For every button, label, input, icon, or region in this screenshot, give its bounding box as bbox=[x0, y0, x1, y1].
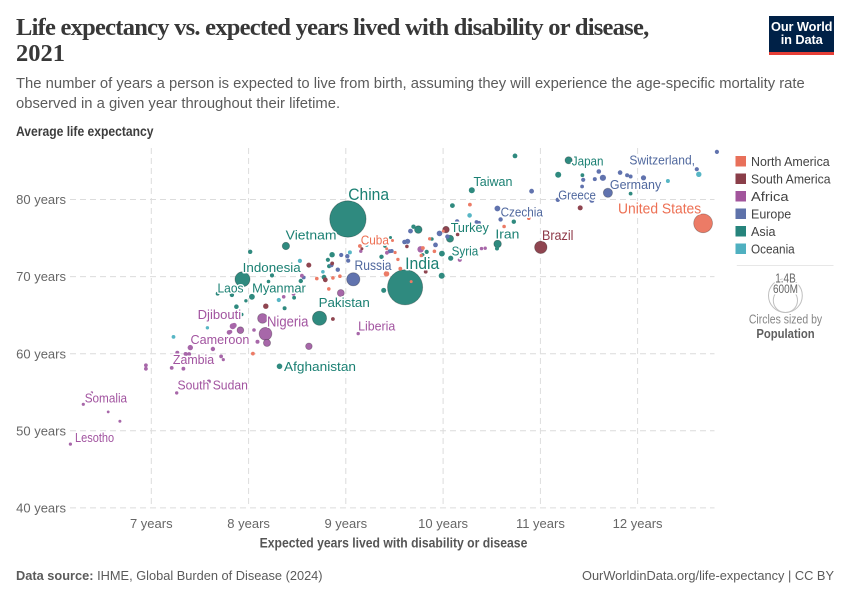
svg-text:Brazil: Brazil bbox=[542, 227, 573, 243]
svg-text:Pakistan: Pakistan bbox=[319, 295, 370, 310]
svg-text:Laos: Laos bbox=[218, 280, 244, 295]
svg-text:Cuba: Cuba bbox=[361, 233, 390, 248]
svg-text:8 years: 8 years bbox=[227, 516, 270, 531]
svg-text:Djibouti: Djibouti bbox=[198, 307, 242, 322]
svg-text:Asia: Asia bbox=[751, 224, 776, 239]
svg-text:Nigeria: Nigeria bbox=[267, 314, 309, 330]
svg-text:80 years: 80 years bbox=[16, 192, 66, 207]
svg-text:North America: North America bbox=[751, 154, 830, 169]
svg-text:Japan: Japan bbox=[572, 154, 604, 169]
svg-text:Europe: Europe bbox=[751, 206, 791, 221]
svg-text:60 years: 60 years bbox=[16, 346, 66, 361]
svg-text:Liberia: Liberia bbox=[358, 319, 396, 334]
svg-text:7 years: 7 years bbox=[130, 516, 173, 531]
svg-text:Indonesia: Indonesia bbox=[243, 260, 302, 275]
svg-text:600M: 600M bbox=[773, 282, 798, 296]
svg-text:Syria: Syria bbox=[452, 244, 479, 259]
svg-text:9 years: 9 years bbox=[324, 516, 367, 531]
svg-text:Average life expectancy: Average life expectancy bbox=[16, 124, 154, 139]
svg-text:Oceania: Oceania bbox=[751, 241, 795, 256]
svg-text:Circles sized by: Circles sized by bbox=[749, 312, 823, 327]
svg-text:50 years: 50 years bbox=[16, 423, 66, 438]
svg-text:Myanmar: Myanmar bbox=[252, 280, 306, 295]
svg-text:Africa: Africa bbox=[751, 189, 789, 204]
svg-text:South America: South America bbox=[751, 171, 831, 186]
svg-text:Iran: Iran bbox=[495, 227, 519, 242]
svg-text:Lesotho: Lesotho bbox=[75, 430, 114, 445]
svg-text:Vietnam: Vietnam bbox=[286, 228, 337, 243]
svg-text:Turkey: Turkey bbox=[451, 220, 490, 235]
svg-text:Greece: Greece bbox=[558, 187, 596, 202]
svg-text:10 years: 10 years bbox=[418, 516, 468, 531]
svg-text:Russia: Russia bbox=[355, 257, 392, 273]
svg-text:Germany: Germany bbox=[610, 177, 662, 192]
svg-text:Taiwan: Taiwan bbox=[474, 174, 513, 189]
svg-text:11 years: 11 years bbox=[516, 516, 565, 531]
svg-text:70 years: 70 years bbox=[16, 269, 66, 284]
svg-text:1.4B: 1.4B bbox=[775, 272, 796, 286]
svg-text:Expected years lived with disa: Expected years lived with disability or … bbox=[260, 536, 528, 551]
svg-text:12 years: 12 years bbox=[613, 516, 663, 531]
svg-text:Switzerland,: Switzerland, bbox=[629, 153, 695, 168]
svg-text:Cameroon: Cameroon bbox=[191, 332, 250, 347]
svg-text:40 years: 40 years bbox=[16, 501, 66, 516]
svg-text:China: China bbox=[348, 186, 390, 204]
svg-text:South Sudan: South Sudan bbox=[178, 378, 248, 393]
svg-text:Population: Population bbox=[756, 326, 814, 341]
svg-text:Zambia: Zambia bbox=[173, 352, 215, 367]
svg-text:India: India bbox=[405, 255, 440, 273]
svg-text:Afghanistan: Afghanistan bbox=[284, 359, 356, 374]
svg-text:Somalia: Somalia bbox=[85, 391, 128, 406]
svg-text:Czechia: Czechia bbox=[501, 205, 544, 220]
svg-text:United States: United States bbox=[618, 202, 701, 218]
